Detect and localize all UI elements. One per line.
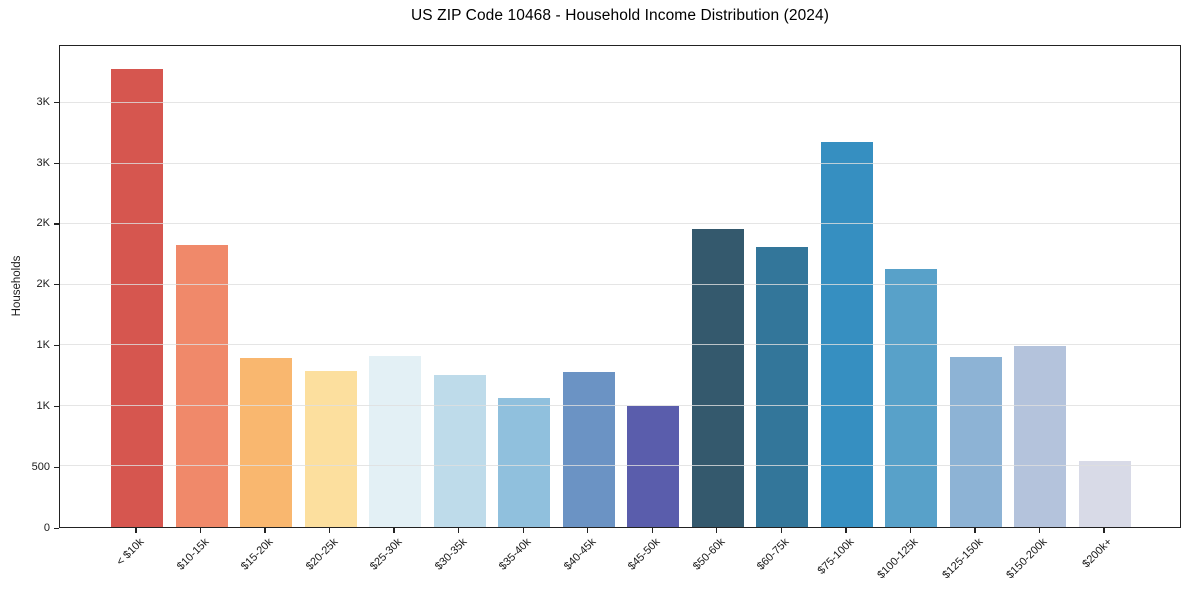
- y-tick-mark: [54, 345, 59, 347]
- bar-10-15k: [175, 244, 228, 527]
- x-tick-mark: [328, 528, 331, 533]
- bar-20-25k: [304, 370, 357, 527]
- x-tick-mark: [458, 528, 460, 533]
- bar-15-20k: [240, 357, 293, 527]
- x-tick-mark: [845, 528, 847, 533]
- bar-45-50k: [627, 405, 680, 527]
- bar-50-60k: [691, 228, 744, 527]
- bar-60-75k: [756, 247, 809, 527]
- x-tick-label-10k: < $10k: [114, 536, 147, 569]
- y-tick-mark: [54, 405, 59, 408]
- bars-layer: [60, 46, 1180, 527]
- bar-10k: [111, 69, 163, 527]
- chart-title: US ZIP Code 10468 - Household Income Dis…: [410, 7, 829, 24]
- x-tick-mark: [651, 528, 653, 533]
- y-tick-mark: [54, 162, 59, 164]
- x-tick-mark: [393, 528, 395, 533]
- x-tick-mark: [716, 528, 718, 533]
- bar-30-35k: [433, 374, 486, 527]
- x-tick-mark: [909, 528, 912, 533]
- y-tick-mark: [54, 284, 59, 286]
- bar-200k: [1079, 460, 1131, 527]
- y-tick-mark: [54, 223, 59, 225]
- y-tick-mark: [54, 101, 59, 103]
- x-tick-mark: [135, 528, 137, 533]
- y-tick-label-0: 0: [43, 521, 50, 534]
- y-tick-mark: [54, 527, 59, 529]
- y-tick-label-1500: 1K: [36, 339, 50, 351]
- bar-125-150k: [949, 356, 1002, 527]
- y-tick-label-3000: 3K: [36, 156, 50, 169]
- x-tick-mark: [780, 528, 782, 533]
- bar-25-30k: [369, 356, 422, 527]
- x-tick-mark: [522, 528, 524, 533]
- bar-35-40k: [498, 397, 551, 527]
- y-tick-label-500: 500: [31, 460, 50, 473]
- y-tick-label-3500: 3K: [36, 95, 50, 108]
- x-tick-mark: [1038, 528, 1041, 533]
- bar-100-125k: [885, 268, 938, 527]
- y-tick-mark: [54, 466, 59, 468]
- y-tick-label-2500: 2K: [36, 217, 50, 230]
- x-tick-mark: [1103, 528, 1105, 533]
- x-tick-mark: [264, 528, 266, 533]
- bar-75-100k: [820, 141, 873, 527]
- y-tick-label-2000: 2K: [36, 278, 50, 291]
- bar-150-200k: [1014, 345, 1067, 527]
- bar-40-45k: [562, 371, 615, 527]
- x-tick-mark: [587, 528, 589, 533]
- x-tick-mark: [974, 528, 976, 533]
- x-tick-mark: [199, 528, 202, 533]
- y-tick-label-1000: 1K: [36, 399, 50, 412]
- plot-area: [59, 45, 1181, 528]
